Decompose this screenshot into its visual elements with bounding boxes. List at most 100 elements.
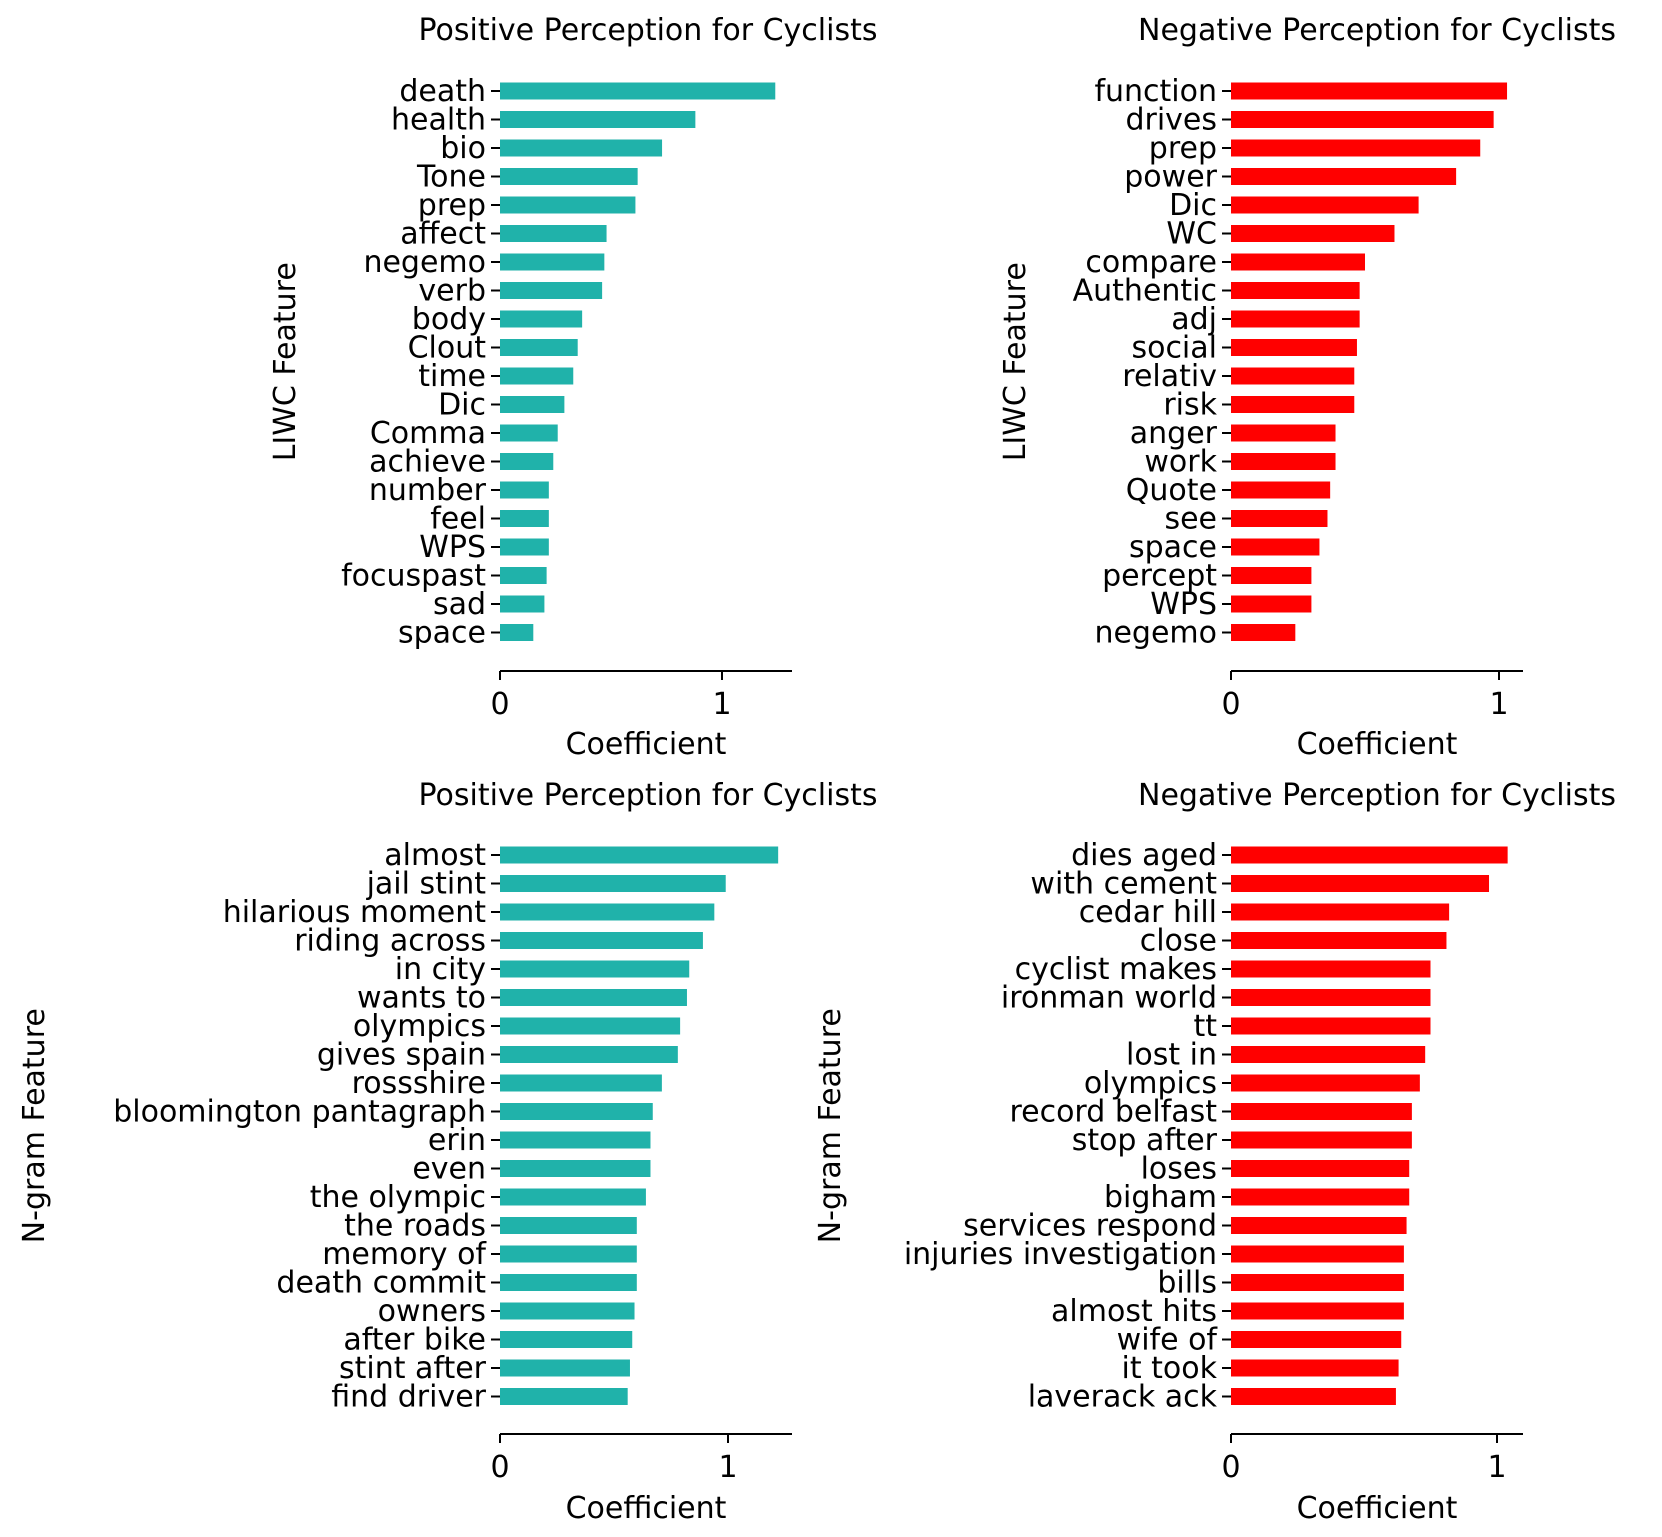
y-tick-label: cedar hill (1079, 895, 1217, 930)
y-tick-label: compare (1085, 245, 1217, 280)
y-tick-label: health (391, 103, 486, 138)
bar-loses (1231, 1160, 1410, 1177)
bar-olympics (1231, 1074, 1420, 1092)
bar-marks: deathhealthbioToneprepaffectnegemoverbbo… (341, 74, 776, 722)
panel-ngram-negative: Negative Perception for Cyclists Coeffic… (813, 778, 1616, 1526)
bar-stop-after (1231, 1131, 1412, 1149)
y-tick-label: even (412, 1152, 486, 1187)
y-tick-label: Authentic (1073, 274, 1217, 309)
bar-see (1231, 510, 1328, 527)
y-tick-label: ironman world (1001, 981, 1217, 1016)
chart-title: Negative Perception for Cyclists (1138, 13, 1616, 48)
x-axis-label: Coefficient (566, 1491, 727, 1526)
x-tick-label: 0 (1221, 1450, 1240, 1485)
bar-risk (1231, 396, 1355, 413)
y-tick-label: drives (1125, 103, 1217, 138)
bar-the-olympic (500, 1188, 646, 1206)
y-tick-label: social (1131, 331, 1217, 366)
bar-laverack-ack (1231, 1388, 1396, 1405)
bar-focuspast (500, 567, 547, 584)
y-tick-label: WC (1166, 217, 1217, 252)
bar-verb (500, 282, 603, 299)
bar-with-cement (1231, 875, 1490, 892)
panel-ngram-positive: Positive Perception for Cyclists Coeffic… (17, 778, 878, 1526)
y-tick-label: Quote (1126, 473, 1217, 508)
y-tick-label: rossshire (352, 1066, 486, 1101)
bar-lost-in (1231, 1046, 1426, 1063)
y-tick-label: laverack ack (1028, 1380, 1218, 1415)
bar-adj (1231, 310, 1360, 328)
bar-death (500, 82, 776, 100)
bar-services-respond (1231, 1217, 1407, 1234)
y-tick-label: almost (384, 838, 486, 873)
bar-stint-after (500, 1359, 630, 1377)
x-tick-label: 1 (718, 1450, 737, 1485)
y-axis-label: LIWC Feature (268, 262, 303, 461)
y-tick-label: affect (400, 217, 486, 252)
y-tick-label: services respond (963, 1209, 1217, 1244)
y-tick-label: jail stint (366, 867, 487, 902)
y-tick-label: record belfast (1009, 1095, 1217, 1130)
y-tick-label: time (418, 359, 486, 394)
bar-compare (1231, 253, 1365, 271)
y-tick-label: hilarious moment (223, 895, 487, 930)
y-tick-label: Comma (370, 416, 486, 451)
bar-olympics (500, 1017, 681, 1035)
y-tick-label: sad (433, 587, 486, 622)
bar-after-bike (500, 1331, 633, 1348)
bar-bloomington-pantagraph (500, 1103, 653, 1120)
bar-jail-stint (500, 875, 726, 892)
y-tick-label: stop after (1072, 1123, 1218, 1158)
bar-wants-to (500, 989, 687, 1006)
y-tick-label: negemo (363, 245, 486, 280)
bar-erin (500, 1131, 651, 1149)
bar-feel (500, 510, 549, 527)
bar-number (500, 481, 549, 499)
bar-cedar-hill (1231, 903, 1450, 921)
y-tick-label: owners (378, 1294, 486, 1329)
bar-find-driver (500, 1388, 628, 1405)
bar-cyclist-makes (1231, 960, 1431, 978)
bar-work (1231, 453, 1336, 470)
chart-title: Positive Perception for Cyclists (418, 13, 877, 48)
y-tick-label: close (1140, 924, 1217, 959)
x-tick-label: 0 (1221, 687, 1240, 722)
bar-space (500, 624, 534, 641)
bar-negemo (1231, 624, 1296, 641)
bar-close (1231, 932, 1447, 949)
bar-bills (1231, 1274, 1404, 1291)
y-tick-label: memory of (322, 1237, 487, 1272)
bar-owners (500, 1302, 635, 1320)
bar-gives-spain (500, 1046, 678, 1063)
bar-almost (500, 846, 779, 864)
bar-wps (500, 538, 549, 556)
bar-ironman-world (1231, 989, 1431, 1006)
bar-percept (1231, 567, 1312, 584)
y-tick-label: dies aged (1071, 838, 1217, 873)
y-tick-label: with cement (1030, 867, 1217, 902)
chart-title: Negative Perception for Cyclists (1138, 778, 1616, 813)
y-tick-label: feel (430, 502, 486, 537)
bar-riding-across (500, 932, 703, 949)
bar-tone (500, 168, 638, 185)
y-axis-label: LIWC Feature (998, 262, 1033, 461)
bar-relativ (1231, 367, 1355, 385)
x-tick-label: 1 (712, 687, 731, 722)
x-tick-label: 1 (1489, 687, 1508, 722)
y-tick-label: the olympic (310, 1180, 486, 1215)
bar-dic (1231, 196, 1419, 214)
y-tick-label: achieve (369, 445, 486, 480)
bar-negemo (500, 253, 605, 271)
y-tick-label: gives spain (317, 1038, 486, 1073)
bar-affect (500, 225, 607, 242)
y-tick-label: wife of (1117, 1323, 1219, 1358)
y-tick-label: focuspast (341, 559, 486, 594)
bar-prep (500, 196, 636, 214)
bar-wc (1231, 225, 1395, 242)
y-tick-label: work (1144, 445, 1217, 480)
y-tick-label: percept (1102, 559, 1217, 594)
bar-bio (500, 139, 663, 157)
y-tick-label: Dic (438, 388, 486, 423)
